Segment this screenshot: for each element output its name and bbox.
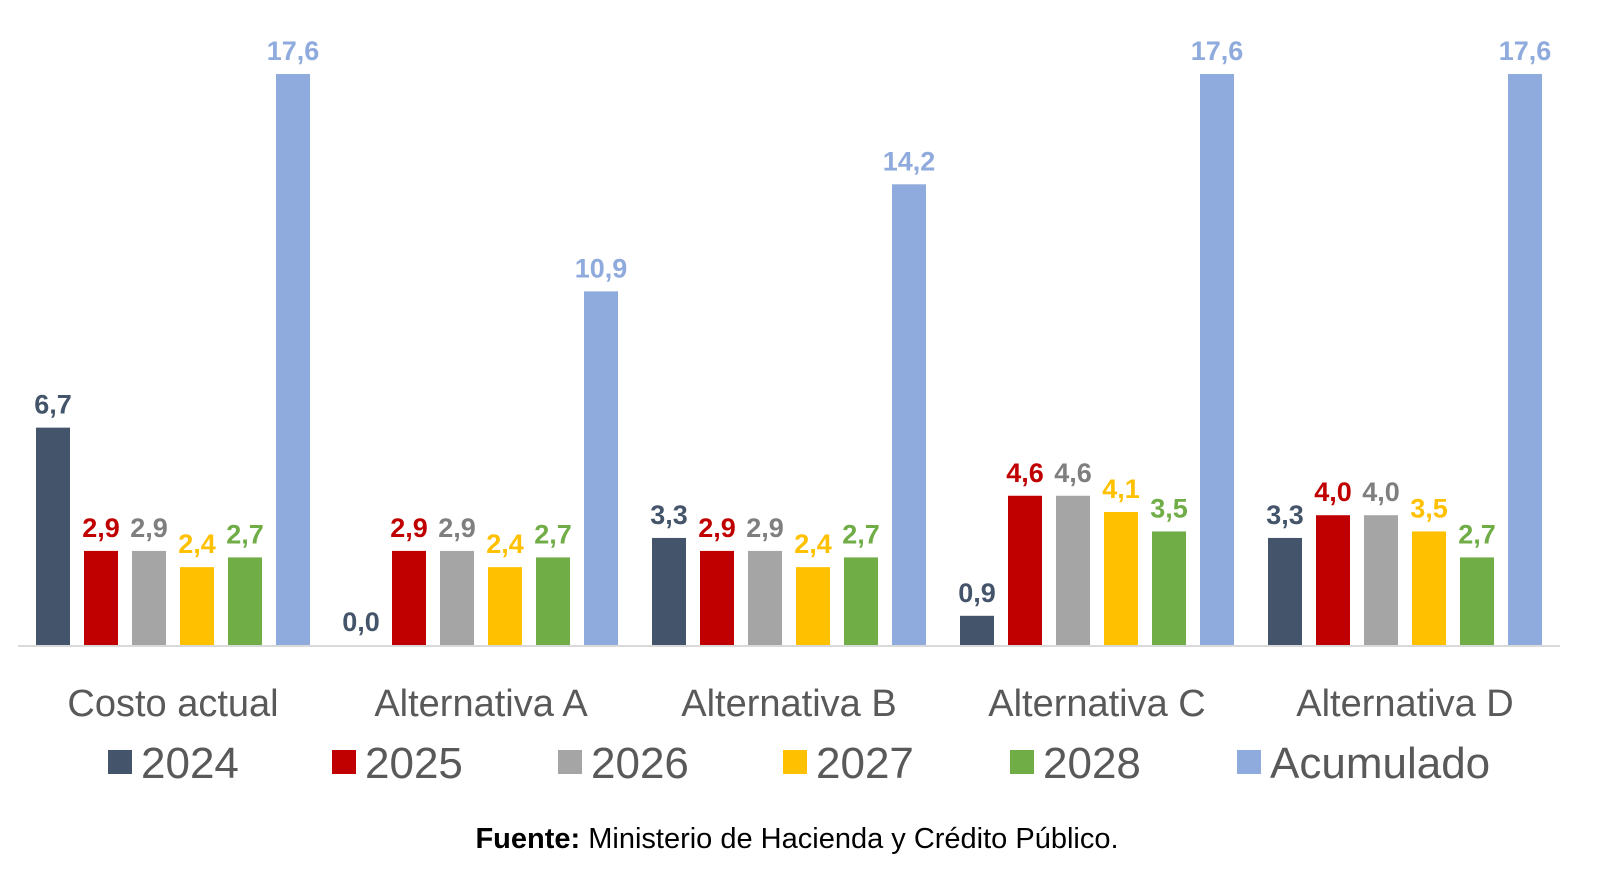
bar-acumulado-4 (1508, 74, 1542, 645)
legend-swatch-2027 (783, 750, 807, 774)
legend-swatch-2024 (108, 750, 132, 774)
data-label: 3,5 (1410, 493, 1448, 523)
data-label: 3,3 (1266, 500, 1304, 530)
data-label: 2,4 (794, 529, 832, 559)
legend-swatch-acumulado (1237, 750, 1261, 774)
data-label: 2,7 (842, 519, 880, 549)
bar-2028-3 (1152, 531, 1186, 645)
data-label: 4,0 (1314, 477, 1352, 507)
data-label: 2,7 (534, 519, 572, 549)
data-label: 3,3 (650, 500, 688, 530)
bar-acumulado-2 (892, 184, 926, 645)
bar-2027-2 (796, 567, 830, 645)
bar-2026-1 (440, 550, 474, 645)
legend-swatch-2028 (1010, 750, 1034, 774)
data-label: 2,9 (438, 513, 476, 543)
data-label: 2,9 (390, 513, 428, 543)
data-label: 14,2 (883, 146, 936, 176)
data-label: 17,6 (1191, 36, 1244, 66)
legend-label: Acumulado (1270, 739, 1490, 788)
bar-2026-3 (1056, 495, 1090, 645)
bar-2025-1 (392, 550, 426, 645)
legend-swatch-2026 (558, 750, 582, 774)
bar-2027-0 (180, 567, 214, 645)
data-label: 4,6 (1006, 458, 1044, 488)
legend-label: 2024 (141, 739, 239, 788)
bar-2025-4 (1316, 515, 1350, 645)
bar-2026-4 (1364, 515, 1398, 645)
data-label: 2,4 (486, 529, 524, 559)
data-label: 0,0 (342, 607, 380, 637)
data-label: 2,4 (178, 529, 216, 559)
bar-2026-2 (748, 550, 782, 645)
data-label: 6,7 (34, 390, 72, 420)
category-label: Alternativa C (988, 683, 1206, 725)
bar-acumulado-0 (276, 74, 310, 645)
data-label: 4,1 (1102, 474, 1140, 504)
bar-2026-0 (132, 550, 166, 645)
bar-2027-4 (1412, 531, 1446, 645)
bar-2025-0 (84, 550, 118, 645)
bar-2028-4 (1460, 557, 1494, 645)
data-label: 2,9 (746, 513, 784, 543)
legend-label: 2025 (365, 739, 463, 788)
bar-2024-4 (1268, 537, 1302, 645)
source-note: Fuente: Ministerio de Hacienda y Crédito… (475, 823, 1118, 855)
data-label: 10,9 (575, 253, 628, 283)
source-label: Fuente: (475, 823, 580, 855)
data-label: 0,9 (958, 578, 996, 608)
bar-acumulado-1 (584, 291, 618, 645)
data-label: 2,9 (82, 513, 120, 543)
bar-2025-3 (1008, 495, 1042, 645)
category-label: Alternativa A (374, 683, 588, 725)
bar-2028-2 (844, 557, 878, 645)
category-label: Costo actual (67, 683, 278, 725)
bar-2024-2 (652, 537, 686, 645)
bar-2024-3 (960, 615, 994, 645)
data-label: 17,6 (267, 36, 320, 66)
legend-label: 2026 (591, 739, 689, 788)
bar-2027-3 (1104, 511, 1138, 645)
data-label: 4,6 (1054, 458, 1092, 488)
data-label: 2,7 (226, 519, 264, 549)
data-label: 4,0 (1362, 477, 1400, 507)
data-label: 2,9 (130, 513, 168, 543)
bar-2027-1 (488, 567, 522, 645)
bar-2025-2 (700, 550, 734, 645)
legend-label: 2027 (816, 739, 914, 788)
data-label: 3,5 (1150, 493, 1188, 523)
legend-label: 2028 (1043, 739, 1141, 788)
category-label: Alternativa D (1296, 683, 1514, 725)
bar-2024-0 (36, 427, 70, 645)
bar-2028-1 (536, 557, 570, 645)
legend-swatch-2025 (332, 750, 356, 774)
data-label: 2,7 (1458, 519, 1496, 549)
data-label: 2,9 (698, 513, 736, 543)
source-text: Ministerio de Hacienda y Crédito Público… (580, 823, 1118, 855)
bar-acumulado-3 (1200, 74, 1234, 645)
category-label: Alternativa B (681, 683, 896, 725)
bar-2028-0 (228, 557, 262, 645)
data-label: 17,6 (1499, 36, 1552, 66)
